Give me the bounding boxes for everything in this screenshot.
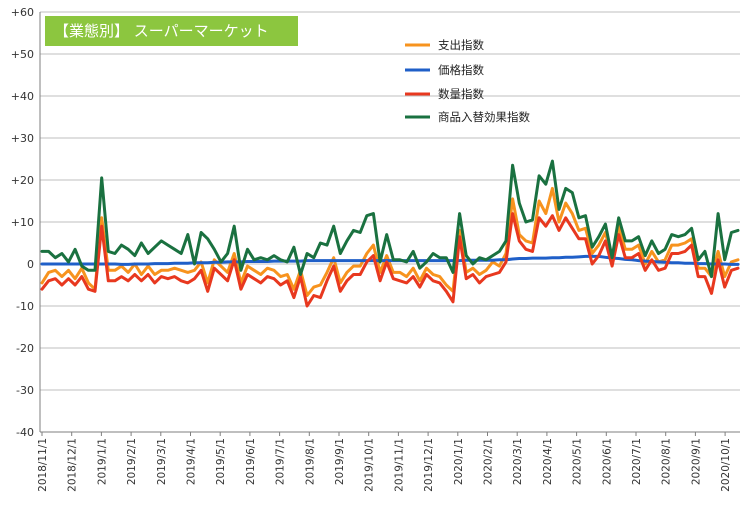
y-tick-label: 0 — [27, 258, 34, 271]
x-tick-label: 2020/5/1 — [572, 438, 584, 485]
gridlines — [40, 11, 740, 433]
series-lines — [40, 159, 740, 308]
legend-label-spending: 支出指数 — [438, 38, 484, 52]
y-tick-label: +50 — [11, 48, 34, 61]
y-tick-label: +10 — [11, 216, 34, 229]
y-tick-label: -10 — [16, 300, 34, 313]
y-tick-label: -20 — [16, 342, 34, 355]
series-line-0 — [40, 186, 740, 297]
y-tick-label: +20 — [11, 174, 34, 187]
x-tick-label: 2020/2/1 — [483, 438, 495, 485]
x-tick-label: 2019/11/1 — [393, 438, 405, 492]
x-tick-labels: 2018/11/1 2018/12/1 2019/1/1 2019/2/1 2019/3… — [37, 438, 732, 492]
x-tick-label: 2020/9/1 — [690, 438, 702, 485]
x-tick-label: 2019/9/1 — [334, 438, 346, 485]
x-tick-label: 2019/8/1 — [304, 438, 316, 485]
x-tick-label: 2019/12/1 — [423, 438, 435, 492]
x-tick-label: 2018/11/1 — [37, 438, 49, 492]
series-line-3 — [40, 159, 740, 279]
legend-label-replacement: 商品入替効果指数 — [438, 110, 530, 124]
series-line-2 — [40, 212, 740, 308]
x-tick-label: 2019/4/1 — [186, 438, 198, 485]
x-tick-label: 2020/7/1 — [631, 438, 643, 485]
chart-title-box: 【業態別】 スーパーマーケット — [45, 16, 298, 46]
x-tick-label: 2019/1/1 — [96, 438, 108, 485]
x-tick-label: 2019/2/1 — [126, 438, 138, 485]
y-tick-label: +40 — [11, 90, 34, 103]
x-tick-label: 2019/5/1 — [215, 438, 227, 485]
title-background — [45, 16, 298, 46]
x-tick-label: 2020/3/1 — [512, 438, 524, 485]
x-tick-label: 2020/8/1 — [661, 438, 673, 485]
legend: 支出指数 価格指数 数量指数 商品入替効果指数 — [405, 38, 530, 124]
series-line-1 — [40, 254, 740, 266]
y-tick-labels: +60 +50 +40 +30 +20 +10 0 -10 -20 -30 -40 — [11, 6, 34, 439]
x-tick-label: 2019/10/1 — [364, 438, 376, 492]
x-tick-label: 2018/12/1 — [67, 438, 79, 492]
x-tick-label: 2019/7/1 — [275, 438, 287, 485]
x-tick-label: 2019/3/1 — [156, 438, 168, 485]
legend-label-quantity: 数量指数 — [438, 87, 484, 101]
x-tick-label: 2020/10/1 — [720, 438, 732, 492]
y-tick-label: +30 — [11, 132, 34, 145]
y-tick-label: -40 — [16, 426, 34, 439]
legend-label-price: 価格指数 — [438, 63, 484, 77]
x-tick-label: 2020/4/1 — [542, 438, 554, 485]
x-tick-label: 2020/6/1 — [601, 438, 613, 485]
x-tick-label: 2019/6/1 — [245, 438, 257, 485]
y-tick-label: -30 — [16, 384, 34, 397]
x-tick-label: 2020/1/1 — [453, 438, 465, 485]
axes — [39, 12, 740, 436]
chart-title: 【業態別】 スーパーマーケット — [54, 22, 269, 40]
y-tick-label: +60 — [11, 6, 34, 19]
